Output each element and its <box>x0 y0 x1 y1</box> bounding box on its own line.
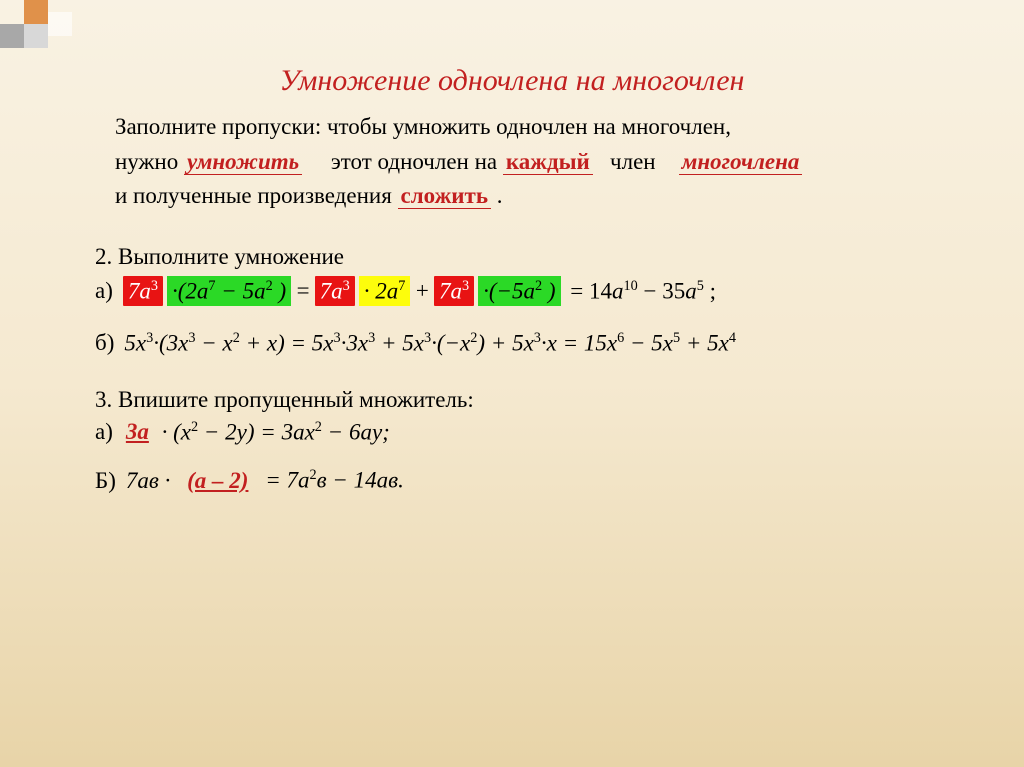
eq1: = <box>295 278 311 304</box>
hl-monomial-2: 7a3 <box>315 276 355 307</box>
task3a-label: а) <box>95 419 113 445</box>
plus1: + <box>414 278 430 304</box>
task2b-row: б) 5x3·(3x3 − x2 + x) = 5x3·3x3 + 5x3·(−… <box>95 330 969 357</box>
hl-polynomial-1: ·(2a7 − 5a2 ) <box>167 276 291 307</box>
t5: 7a <box>439 278 462 303</box>
t4s: 7 <box>398 278 405 294</box>
hl-monomial-1: 7a3 <box>123 276 163 307</box>
intro-text-2c: член <box>610 149 656 174</box>
hl-term-2: ·(−5a2 ) <box>478 276 560 307</box>
t3s: 3 <box>343 278 350 294</box>
intro-text-1: Заполните пропуски: чтобы умножить одноч… <box>115 114 731 139</box>
hl-monomial-3: 7a3 <box>434 276 474 307</box>
slide-content: Умножение одночлена на многочлен Заполни… <box>0 0 1024 494</box>
task2-heading: 2. Выполните умножение <box>95 244 969 270</box>
intro-text-3a: и полученные произведения <box>115 183 392 208</box>
t2as: 7 <box>208 278 215 294</box>
intro-text-2b: этот одночлен на <box>331 149 497 174</box>
blank-3: многочлена <box>679 149 803 175</box>
blank-1: умножить <box>184 149 302 175</box>
t1s: 3 <box>151 278 158 294</box>
task3b-pre: 7ав · <box>126 468 170 494</box>
intro-text-3b: . <box>497 183 503 208</box>
corner-decoration <box>0 0 70 70</box>
t2a: ·(2a <box>172 278 208 303</box>
t6a: ·(−5a <box>483 278 535 303</box>
task3a-blank: 3a <box>123 419 152 445</box>
t5s: 3 <box>462 278 469 294</box>
task2b-expr: 5x3·(3x3 − x2 + x) = 5x3·3x3 + 5x3·(−x2)… <box>124 330 736 357</box>
t2c: ) <box>278 278 286 303</box>
t1: 7a <box>128 278 151 303</box>
intro-paragraph: Заполните пропуски: чтобы умножить одноч… <box>115 110 949 214</box>
task2a-result: = 14a10 − 35a5 ; <box>565 278 716 305</box>
task2a-row: а) 7a3 ·(2a7 − 5a2 ) = 7a3 · 2a7 + 7a3 ·… <box>95 276 969 307</box>
blank-4: сложить <box>398 183 491 209</box>
t6as: 2 <box>535 278 542 294</box>
blank-2: каждый <box>503 149 593 175</box>
t2bs: 2 <box>266 278 273 294</box>
intro-text-2a: нужно <box>115 149 178 174</box>
task3-heading: 3. Впишите пропущенный множитель: <box>95 387 969 413</box>
t4: · 2a <box>364 278 399 303</box>
t3: 7a <box>320 278 343 303</box>
task3a-row: а) 3a · (x2 − 2y) = 3ax2 − 6ay; <box>95 419 969 446</box>
task3b-row: Б) 7ав · (а – 2) = 7a2в − 14ав. <box>95 467 969 494</box>
task3b-label: Б) <box>95 468 116 494</box>
task2b-label: б) <box>95 330 114 356</box>
task2a-label: а) <box>95 278 113 304</box>
task3b-blank: (а – 2) <box>184 468 251 494</box>
hl-term-1: · 2a7 <box>359 276 411 307</box>
task3b-rest: = 7a2в − 14ав. <box>265 467 404 494</box>
t6b: ) <box>548 278 556 303</box>
t2b: − 5a <box>221 278 265 303</box>
slide-title: Умножение одночлена на многочлен <box>55 64 969 98</box>
task3a-rest: · (x2 − 2y) = 3ax2 − 6ay; <box>156 419 390 446</box>
